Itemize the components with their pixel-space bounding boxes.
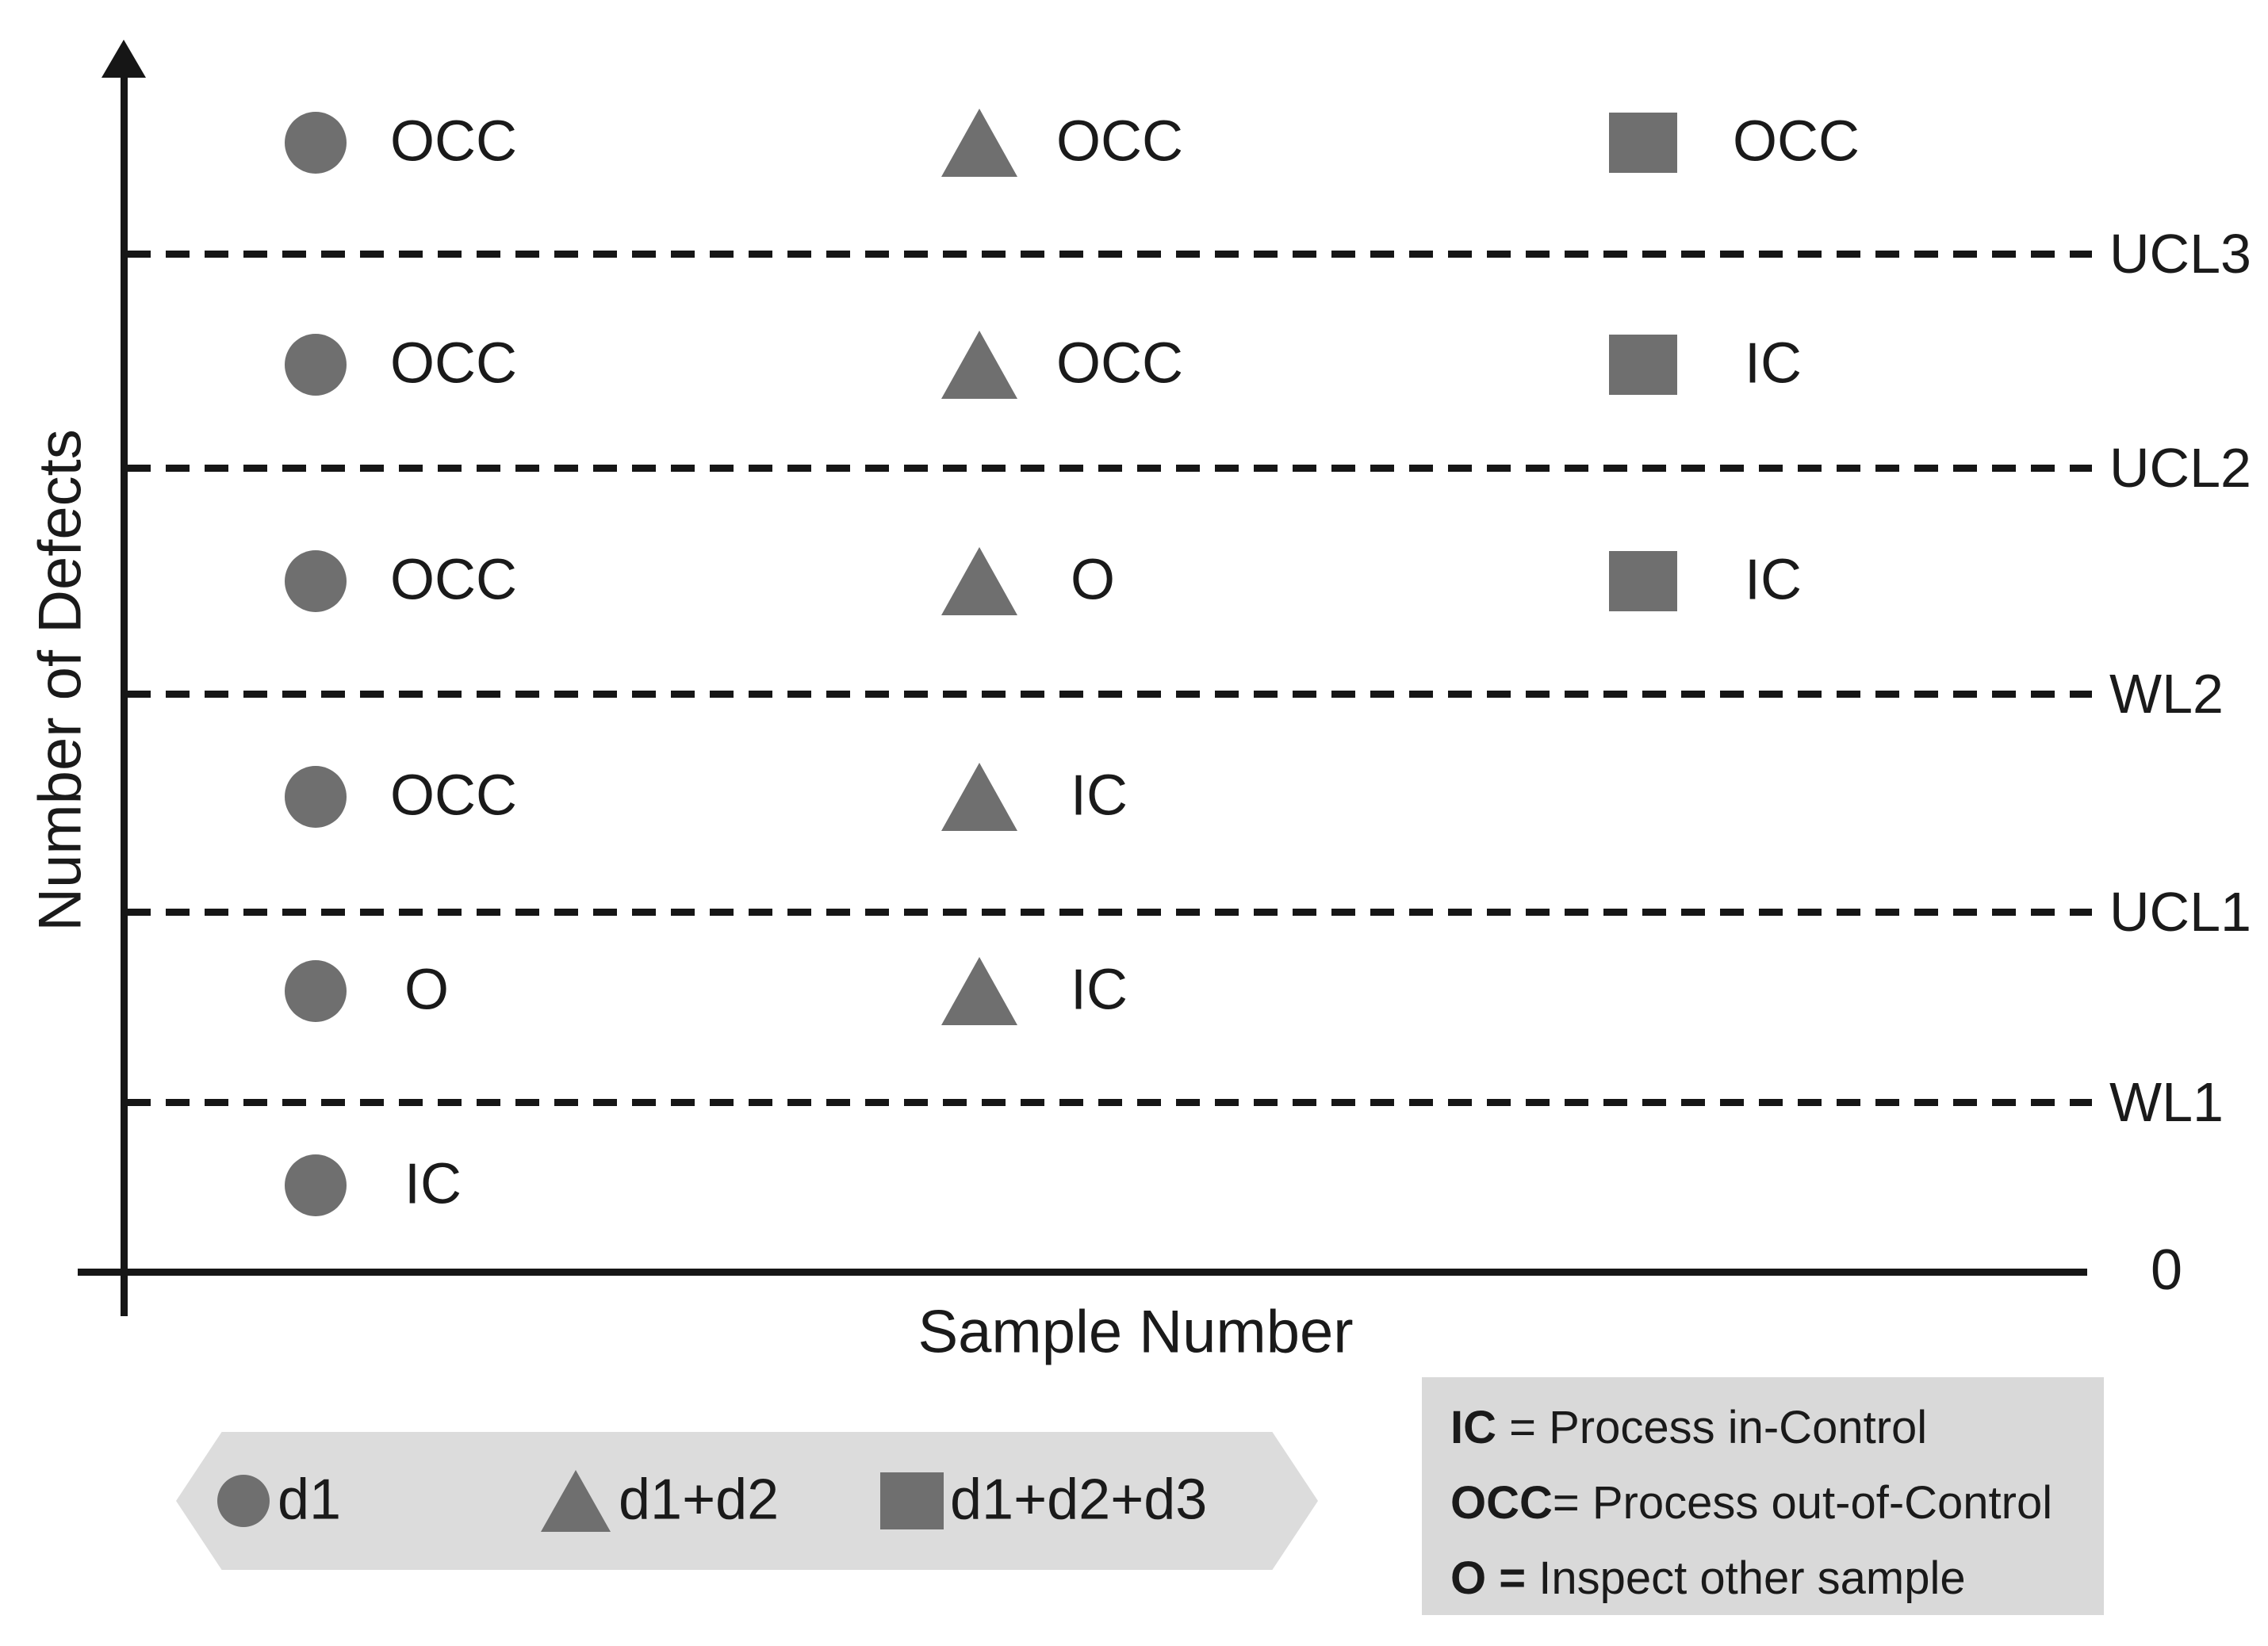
square-marker <box>1609 335 1677 395</box>
legend-item-label: d1+d2 <box>619 1468 780 1532</box>
y-axis-title: Number of Defects <box>26 429 94 932</box>
control-line-ucl3 <box>127 251 2092 258</box>
triangle-marker <box>941 763 1017 831</box>
marker-status-label: OCC <box>390 764 517 828</box>
marker-status-label: OCC <box>1056 109 1183 174</box>
marker-status-label: IC <box>1071 764 1128 828</box>
triangle-marker <box>941 547 1017 615</box>
marker-status-label: OCC <box>390 548 517 612</box>
control-line-label-wl1: WL1 <box>2109 1071 2224 1133</box>
control-line-label-ucl3: UCL3 <box>2109 223 2251 285</box>
marker-status-label: OCC <box>1056 331 1183 396</box>
key-entry: OCC= Process out-of-Control <box>1450 1465 2104 1541</box>
circle-marker <box>285 334 347 396</box>
circle-marker <box>285 766 347 828</box>
square-marker <box>1609 113 1677 173</box>
circle-marker <box>285 1154 347 1216</box>
triangle-marker <box>941 109 1017 177</box>
legend-item-label: d1 <box>278 1468 342 1532</box>
square-marker <box>1609 551 1677 611</box>
legend-circle-icon <box>217 1475 270 1527</box>
marker-status-label: OCC <box>390 331 517 396</box>
y-axis-arrow-icon <box>102 40 146 78</box>
abbreviation-key: IC = Process in-Control OCC= Process out… <box>1422 1377 2104 1615</box>
y-axis-line <box>121 70 128 1316</box>
marker-status-label: OCC <box>390 109 517 174</box>
circle-marker <box>285 550 347 612</box>
marker-status-label: IC <box>1071 958 1128 1022</box>
control-line-label-wl2: WL2 <box>2109 663 2224 725</box>
marker-status-label: O <box>404 958 450 1022</box>
key-entry: IC = Process in-Control <box>1450 1390 2104 1465</box>
control-line-label-ucl2: UCL2 <box>2109 437 2251 499</box>
x-axis-line <box>78 1269 2087 1276</box>
key-definition: Inspect other sample <box>1526 1552 1966 1604</box>
marker-status-label: IC <box>1745 331 1802 396</box>
marker-legend: d1 d1+d2 d1+d2+d3 <box>176 1432 1318 1570</box>
triangle-marker <box>941 957 1017 1025</box>
origin-label: 0 <box>2151 1238 2183 1302</box>
control-line-wl1 <box>127 1099 2092 1106</box>
legend-item-label: d1+d2+d3 <box>950 1468 1208 1532</box>
control-line-wl2 <box>127 691 2092 698</box>
key-definition: = Process out-of-Control <box>1552 1477 2053 1529</box>
control-line-label-ucl1: UCL1 <box>2109 881 2251 943</box>
key-term: OCC <box>1450 1477 1553 1529</box>
x-axis-title: Sample Number <box>918 1298 1354 1366</box>
legend-square-icon <box>880 1472 944 1529</box>
key-definition: = Process in-Control <box>1496 1402 1928 1453</box>
control-line-ucl2 <box>127 465 2092 472</box>
marker-status-label: IC <box>404 1152 462 1216</box>
key-term: IC <box>1450 1402 1496 1453</box>
control-line-ucl1 <box>127 909 2092 916</box>
marker-status-label: O <box>1071 548 1116 612</box>
circle-marker <box>285 112 347 174</box>
triangle-marker <box>941 331 1017 399</box>
marker-status-label: IC <box>1745 548 1802 612</box>
legend-triangle-icon <box>541 1470 611 1532</box>
key-entry: O = Inspect other sample <box>1450 1541 2104 1616</box>
key-term: O = <box>1450 1552 1527 1604</box>
circle-marker <box>285 960 347 1022</box>
marker-status-label: OCC <box>1733 109 1860 174</box>
